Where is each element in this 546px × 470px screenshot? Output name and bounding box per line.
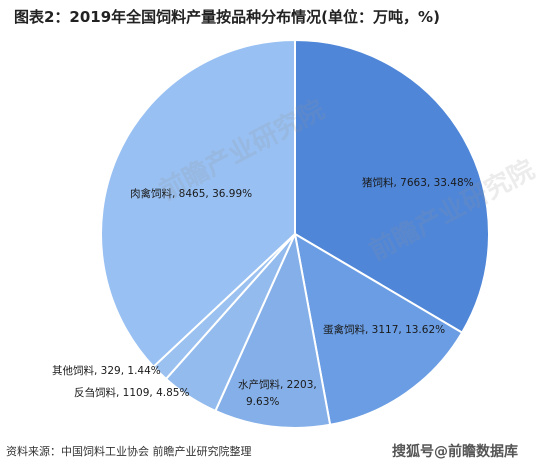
- chart-title: 图表2：2019年全国饲料产量按品种分布情况(单位：万吨，%): [14, 8, 440, 26]
- source-note: 资料来源：中国饲料工业协会 前瞻产业研究院整理: [6, 445, 252, 458]
- data-label-2-line2: 9.63%: [246, 396, 279, 408]
- data-label-0: 猪饲料, 7663, 33.48%: [362, 176, 474, 189]
- pie-slice-5: [100, 38, 296, 369]
- data-label-4: 其他饲料, 329, 1.44%: [52, 364, 161, 377]
- pie-slice-1: [293, 232, 464, 426]
- data-label-5: 肉禽饲料, 8465, 36.99%: [130, 187, 252, 200]
- watermark-text: 搜狐号@前瞻数据库: [392, 444, 518, 460]
- pie-slice-2: [214, 230, 332, 429]
- pie-chart: 猪饲料, 7663, 33.48% 蛋禽饲料, 3117, 13.62% 水产饲料,…: [52, 38, 490, 429]
- data-label-1: 蛋禽饲料, 3117, 13.62%: [323, 323, 445, 336]
- data-label-2: 水产饲料, 2203,: [238, 378, 317, 391]
- pie-slice-0: [294, 38, 490, 334]
- data-label-3: 反刍饲料, 1109, 4.85%: [74, 386, 189, 399]
